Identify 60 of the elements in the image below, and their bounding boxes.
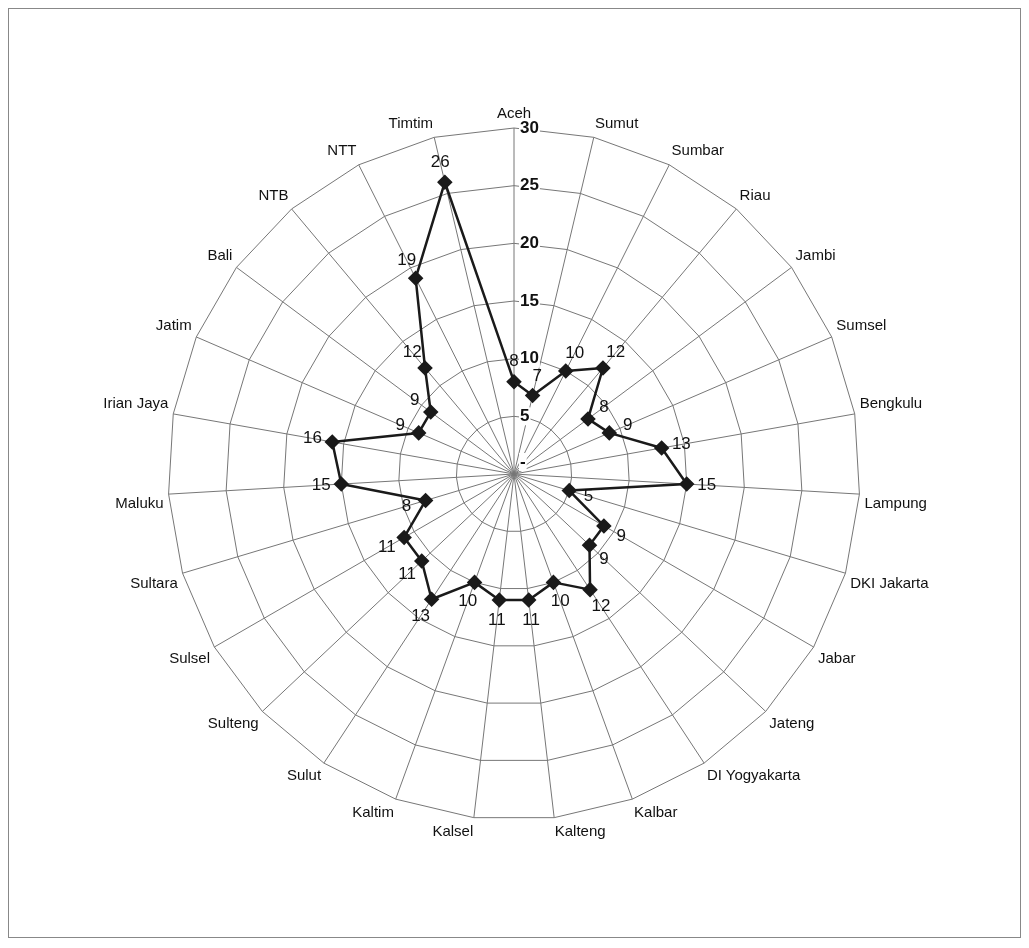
spoke-label: NTT: [327, 141, 357, 159]
data-label: 9: [599, 548, 609, 568]
data-label: 8: [599, 396, 609, 416]
spoke-label: Sultara: [130, 573, 179, 591]
spoke-label: Jabar: [817, 648, 856, 666]
spoke-label: Sumbar: [671, 141, 725, 159]
spoke-label: Lampung: [864, 493, 927, 511]
data-label: 19: [397, 249, 417, 269]
spoke-label: Kalsel: [432, 821, 474, 839]
data-label: 9: [622, 414, 633, 434]
data-label: 12: [606, 342, 626, 362]
spoke-label: Maluku: [115, 493, 164, 511]
data-label: 12: [591, 596, 611, 616]
data-label: 26: [430, 152, 450, 172]
data-label: 5: [583, 485, 594, 505]
y-tick-label: -: [520, 451, 526, 471]
data-label: 8: [509, 351, 519, 371]
data-label: 9: [395, 414, 406, 434]
data-label: 11: [398, 564, 416, 584]
y-tick-label: 5: [520, 406, 530, 426]
data-label: 10: [550, 590, 570, 610]
spoke-label: Bali: [207, 245, 233, 263]
spoke-label: Sumsel: [836, 316, 887, 334]
spoke-label: Kaltim: [352, 802, 394, 820]
y-tick-label: 30: [520, 117, 539, 137]
y-tick-label: 15: [520, 290, 539, 310]
data-label: 11: [522, 609, 540, 629]
data-label: 11: [377, 537, 396, 557]
spoke-label: Kalbar: [634, 802, 678, 820]
spoke-label: DI Yogyakarta: [706, 766, 801, 784]
data-label: 12: [402, 342, 422, 362]
spoke-label: Riau: [739, 186, 771, 204]
data-label: 8: [401, 495, 412, 515]
data-label: 10: [458, 590, 478, 610]
spoke-label: DKI Jakarta: [850, 573, 930, 591]
spoke-label: Sulteng: [207, 714, 259, 732]
spoke-label: Jambi: [795, 245, 836, 263]
spoke-label: Timtim: [388, 113, 434, 131]
data-label: 7: [532, 365, 542, 385]
spoke-label: Jateng: [769, 714, 815, 732]
y-tick-label: 20: [520, 233, 539, 253]
spoke-label: Sulut: [286, 766, 322, 784]
data-label: 15: [697, 474, 717, 494]
spoke-label: NTB: [258, 186, 289, 204]
spoke-label: Sulsel: [169, 648, 211, 666]
spoke-label: Bengkulu: [859, 394, 923, 412]
y-tick-label: 10: [520, 348, 539, 368]
data-label: 13: [671, 434, 691, 454]
data-label: 13: [411, 605, 431, 625]
data-label: 16: [303, 428, 323, 448]
data-label: 11: [488, 609, 506, 629]
y-tick-label: 25: [520, 175, 539, 195]
spoke-label: Irian Jaya: [103, 394, 169, 412]
data-label: 10: [565, 342, 585, 362]
data-label: 15: [311, 474, 331, 494]
spoke-label: Jatim: [155, 316, 192, 334]
spoke-label: Sumut: [594, 113, 640, 131]
spoke-label: Kalteng: [554, 821, 606, 839]
data-label: 9: [409, 389, 420, 409]
data-label: 9: [616, 525, 626, 545]
